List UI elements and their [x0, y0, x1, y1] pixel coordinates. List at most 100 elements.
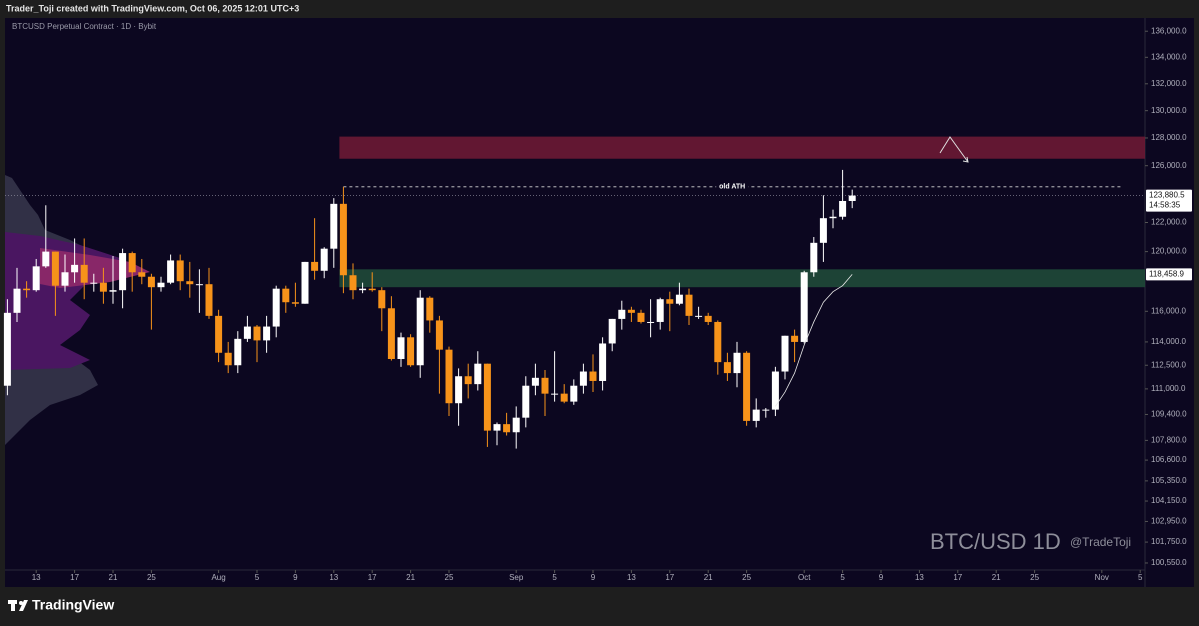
candle-body — [627, 309, 635, 313]
y-tick-label: 106,600.0 — [1151, 455, 1187, 464]
candle-body — [464, 376, 472, 385]
x-tick-label: 5 — [255, 573, 260, 582]
candle-body — [301, 261, 309, 304]
y-tick-label: 128,000.0 — [1151, 133, 1187, 142]
candle-body — [282, 288, 290, 303]
y-tick-label: 107,800.0 — [1151, 436, 1187, 445]
candle-body — [599, 343, 607, 381]
candle-body — [829, 216, 837, 219]
x-tick-label: 9 — [591, 573, 596, 582]
x-tick-label: 25 — [147, 573, 156, 582]
countdown-label: 14:58:35 — [1149, 201, 1181, 210]
candle-body — [560, 393, 568, 402]
candle-body — [435, 320, 443, 350]
x-tick-label: 25 — [742, 573, 751, 582]
candle-body — [13, 288, 21, 313]
candle-body — [243, 326, 251, 339]
candle-body — [387, 308, 395, 360]
x-tick-label: 13 — [627, 573, 636, 582]
candle-body — [368, 288, 376, 291]
y-tick-label: 109,400.0 — [1151, 410, 1187, 419]
candle-body — [426, 297, 434, 321]
candle-body — [32, 266, 40, 291]
candle-body — [42, 251, 50, 267]
candle-body — [771, 371, 779, 410]
y-tick-label: 101,750.0 — [1151, 537, 1187, 546]
x-tick-label: 5 — [1138, 573, 1143, 582]
candle-body — [90, 282, 98, 284]
candle-body — [522, 385, 530, 418]
author: @TradeToji — [1070, 535, 1131, 549]
last-price-label: 123,880.5 — [1149, 191, 1185, 200]
candle-body — [186, 281, 194, 285]
candle-body — [608, 318, 616, 344]
y-tick-label: 126,000.0 — [1151, 161, 1187, 170]
candle-body — [23, 288, 31, 291]
candle-body — [647, 321, 655, 323]
x-tick-label: 17 — [70, 573, 79, 582]
candle-body — [685, 294, 693, 316]
candle-body — [819, 218, 827, 243]
y-tick-label: 104,150.0 — [1151, 496, 1187, 505]
candle-body — [800, 272, 808, 342]
header-text: Trader_Toji created with TradingView.com… — [6, 3, 299, 13]
candle-body — [272, 288, 280, 327]
zone — [339, 269, 1145, 288]
candle-body — [637, 312, 645, 322]
candle-body — [675, 294, 683, 304]
candle-body — [407, 337, 415, 366]
candle-body — [157, 282, 165, 288]
candle-body — [570, 385, 578, 402]
logo-part — [19, 601, 23, 605]
candle-body — [119, 253, 127, 291]
candle-body — [311, 261, 319, 271]
x-tick-label: 13 — [915, 573, 924, 582]
candle-body — [215, 315, 223, 353]
candle-body — [253, 326, 261, 341]
y-tick-label: 105,350.0 — [1151, 476, 1187, 485]
x-tick-label: 17 — [665, 573, 674, 582]
x-tick-label: Aug — [211, 573, 225, 582]
candle-body — [224, 352, 232, 366]
candle-body — [339, 203, 347, 276]
candle-body — [359, 288, 367, 291]
x-tick-label: 13 — [329, 573, 338, 582]
candle-body — [618, 309, 626, 319]
y-tick-label: 114,000.0 — [1151, 337, 1187, 346]
x-tick-label: 25 — [1030, 573, 1039, 582]
candle-body — [397, 337, 405, 360]
candle-body — [839, 200, 847, 217]
candle-body — [330, 203, 338, 249]
y-tick-label: 111,000.0 — [1151, 384, 1186, 393]
candle-body — [733, 352, 741, 374]
y-tick-label: 130,000.0 — [1151, 106, 1187, 115]
candle-body — [291, 302, 299, 304]
chart-area — [5, 18, 1194, 587]
candle-body — [195, 284, 203, 286]
chart-title: BTCUSD Perpetual Contract · 1D · Bybit — [12, 22, 157, 31]
candle-body — [378, 290, 386, 309]
candle-body — [147, 276, 155, 288]
brand: TradingView — [32, 597, 114, 613]
candle-body — [138, 272, 146, 277]
x-tick-label: 25 — [445, 573, 454, 582]
candle-body — [128, 253, 136, 273]
candle-body — [704, 315, 712, 322]
candle-body — [512, 417, 520, 433]
candle-body — [474, 363, 482, 385]
candle-body — [109, 290, 117, 292]
x-tick-label: 17 — [953, 573, 962, 582]
candle-body — [531, 377, 539, 386]
candle-body — [61, 272, 69, 286]
y-tick-label: 120,000.0 — [1151, 247, 1187, 256]
x-tick-label: 21 — [109, 573, 118, 582]
candle-body — [167, 260, 175, 283]
indicator-price-label: 118,458.9 — [1149, 269, 1185, 278]
candle-body — [551, 393, 559, 395]
x-tick-label: 5 — [552, 573, 557, 582]
y-tick-label: 102,950.0 — [1151, 517, 1187, 526]
indicator-line — [775, 274, 853, 407]
y-tick-label: 122,000.0 — [1151, 218, 1187, 227]
y-tick-label: 112,500.0 — [1151, 360, 1187, 369]
candle-body — [205, 284, 213, 316]
